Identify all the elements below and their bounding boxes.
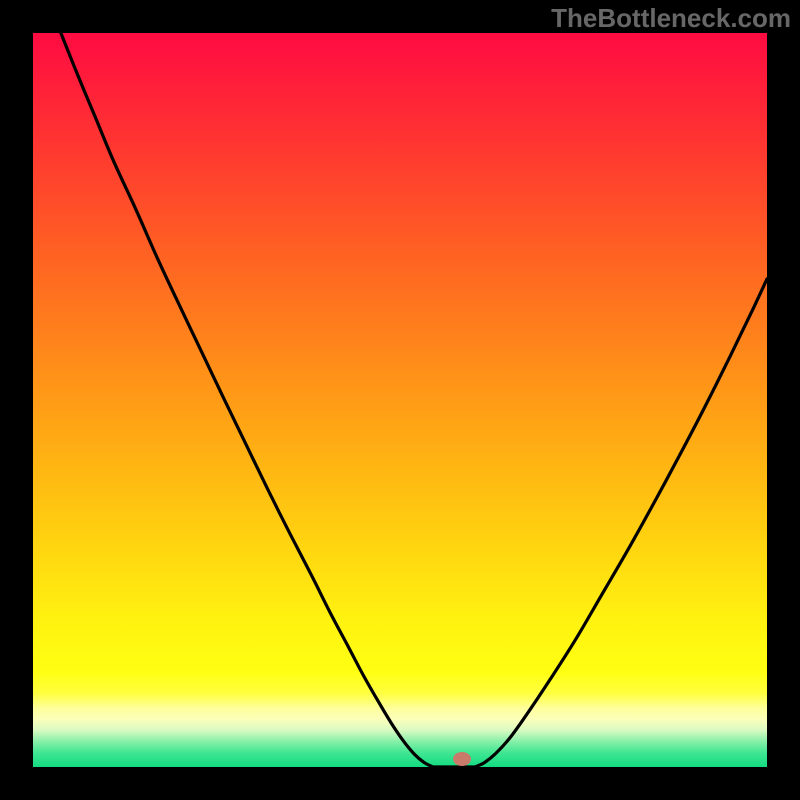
plot-area: [33, 33, 767, 767]
valley-marker: [453, 752, 471, 766]
watermark-text: TheBottleneck.com: [551, 3, 791, 34]
gradient-background: [33, 33, 767, 767]
chart-root: TheBottleneck.com: [0, 0, 800, 800]
